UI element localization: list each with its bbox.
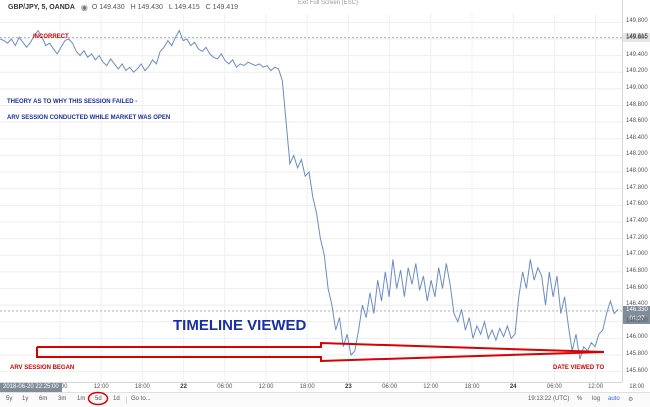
range-1m[interactable]: 1m (77, 396, 86, 402)
time-tick-label: 12:00 (423, 384, 439, 390)
log-toggle[interactable]: log (592, 396, 601, 402)
price-tick-label: 147.200 (626, 234, 648, 241)
grid-lines (0, 14, 622, 382)
price-tick-label: 147.000 (626, 251, 648, 258)
price-tick-label: 146.600 (626, 284, 648, 291)
price-tick-label: 145.800 (626, 351, 648, 358)
ohlc-values: O 149.430 H 149.430 L 149.415 C 149.419 (92, 4, 242, 11)
time-tick-label: 23 (345, 384, 352, 390)
time-tick-label: 18:00 (464, 384, 480, 390)
bottom-toolbar: 5y 1y 6m 3m 1m 5d 1d Go to... 19:13:22 (… (0, 391, 650, 407)
price-tick-label: 146.000 (626, 334, 648, 341)
time-tick-label: 06:00 (546, 384, 562, 390)
low-value: L 149.415 (168, 3, 200, 11)
time-tick-label: 18:00 (299, 384, 315, 390)
timeline-arrow (36, 341, 605, 363)
incorrect-label: INCORRECT (33, 34, 69, 40)
exit-fullscreen-hint[interactable]: Exit Full Screen (ESC) (298, 0, 359, 6)
price-tick-label: 146.800 (626, 267, 648, 274)
price-tick-label: 147.400 (626, 217, 648, 224)
range-3m[interactable]: 3m (58, 396, 67, 402)
time-tick-label: 18:00 (134, 384, 150, 390)
range-1y[interactable]: 1y (22, 396, 29, 402)
time-tick-label: 06:00 (382, 384, 398, 390)
price-tick-label: 146.400 (626, 301, 648, 308)
price-tick-label: 149.200 (626, 68, 648, 75)
bottom-separator (126, 396, 127, 404)
gear-icon[interactable]: ⚙ (628, 397, 634, 403)
time-tick-label: 12:00 (93, 384, 109, 390)
date-viewed-label: DATE VIEWED TO (553, 365, 605, 371)
price-tag-countdown: 01:37 (623, 315, 650, 325)
range-6m[interactable]: 6m (39, 396, 48, 402)
time-tick-label: 12:00 (588, 384, 604, 390)
price-tick-label: 148.400 (626, 134, 648, 141)
time-tick-label: 12:00 (258, 384, 274, 390)
goto-button[interactable]: Go to... (131, 396, 151, 402)
symbol-legend: GBP/JPY, 5, OANDA ◉ O 149.430 H 149.430 … (0, 0, 622, 14)
arv-open-label: ARV SESSION CONDUCTED WHILE MARKET WAS O… (7, 115, 171, 121)
range-5d[interactable]: 5d (95, 396, 102, 402)
price-tick-label: 147.800 (626, 184, 648, 191)
utc-clock[interactable]: 19:13:22 (UTC) (528, 396, 570, 402)
symbol-label[interactable]: GBP/JPY, 5, OANDA (8, 3, 75, 11)
price-tag-current: 146.330 (623, 306, 650, 316)
highlight-circle (87, 391, 109, 406)
close-value: C 149.419 (205, 3, 238, 11)
percent-toggle[interactable]: % (577, 396, 583, 402)
session-began-label: ARV SESSION BEGAN (10, 365, 75, 371)
price-tick-label: 148.200 (626, 151, 648, 158)
price-tick-label: 145.600 (626, 367, 648, 374)
price-tick-label: 149.600 (626, 34, 648, 41)
price-series-line (0, 29, 619, 360)
price-tick-label: 147.600 (626, 201, 648, 208)
open-value: O 149.430 (91, 3, 125, 11)
time-tick-label: 24 (509, 384, 517, 390)
time-tick-label: 22 (180, 384, 187, 390)
price-tick-label: 148.800 (626, 101, 648, 108)
eye-icon[interactable]: ◉ (80, 2, 88, 12)
time-tick-label: 06:00 (217, 384, 233, 390)
arrow-shape (36, 341, 605, 363)
price-tick-label: 148.600 (626, 118, 648, 125)
timeline-label: TIMELINE VIEWED (173, 317, 307, 334)
price-tick-label: 149.000 (626, 84, 648, 91)
range-5y[interactable]: 5y (6, 396, 13, 402)
theory-label: THEORY AS TO WHY THIS SESSION FAILED - (7, 99, 138, 105)
price-chart[interactable] (0, 0, 622, 382)
price-tick-label: 149.800 (626, 18, 648, 25)
auto-toggle[interactable]: auto (608, 396, 620, 402)
time-tick-label: 18:00 (629, 384, 645, 390)
high-value: H 149.430 (130, 3, 163, 11)
price-axis[interactable]: 149.615 146.330 01:37 149.800 149.600 149.… (622, 0, 650, 382)
price-tag-upper: 149.615 (623, 33, 650, 43)
price-tick-label: 149.400 (626, 51, 648, 58)
price-tick-label: 146.200 (626, 317, 648, 324)
time-axis-start-label: 2018-06-20 22:25:00 (0, 383, 62, 392)
range-1d[interactable]: 1d (113, 396, 120, 402)
price-tick-label: 148.000 (626, 168, 648, 175)
